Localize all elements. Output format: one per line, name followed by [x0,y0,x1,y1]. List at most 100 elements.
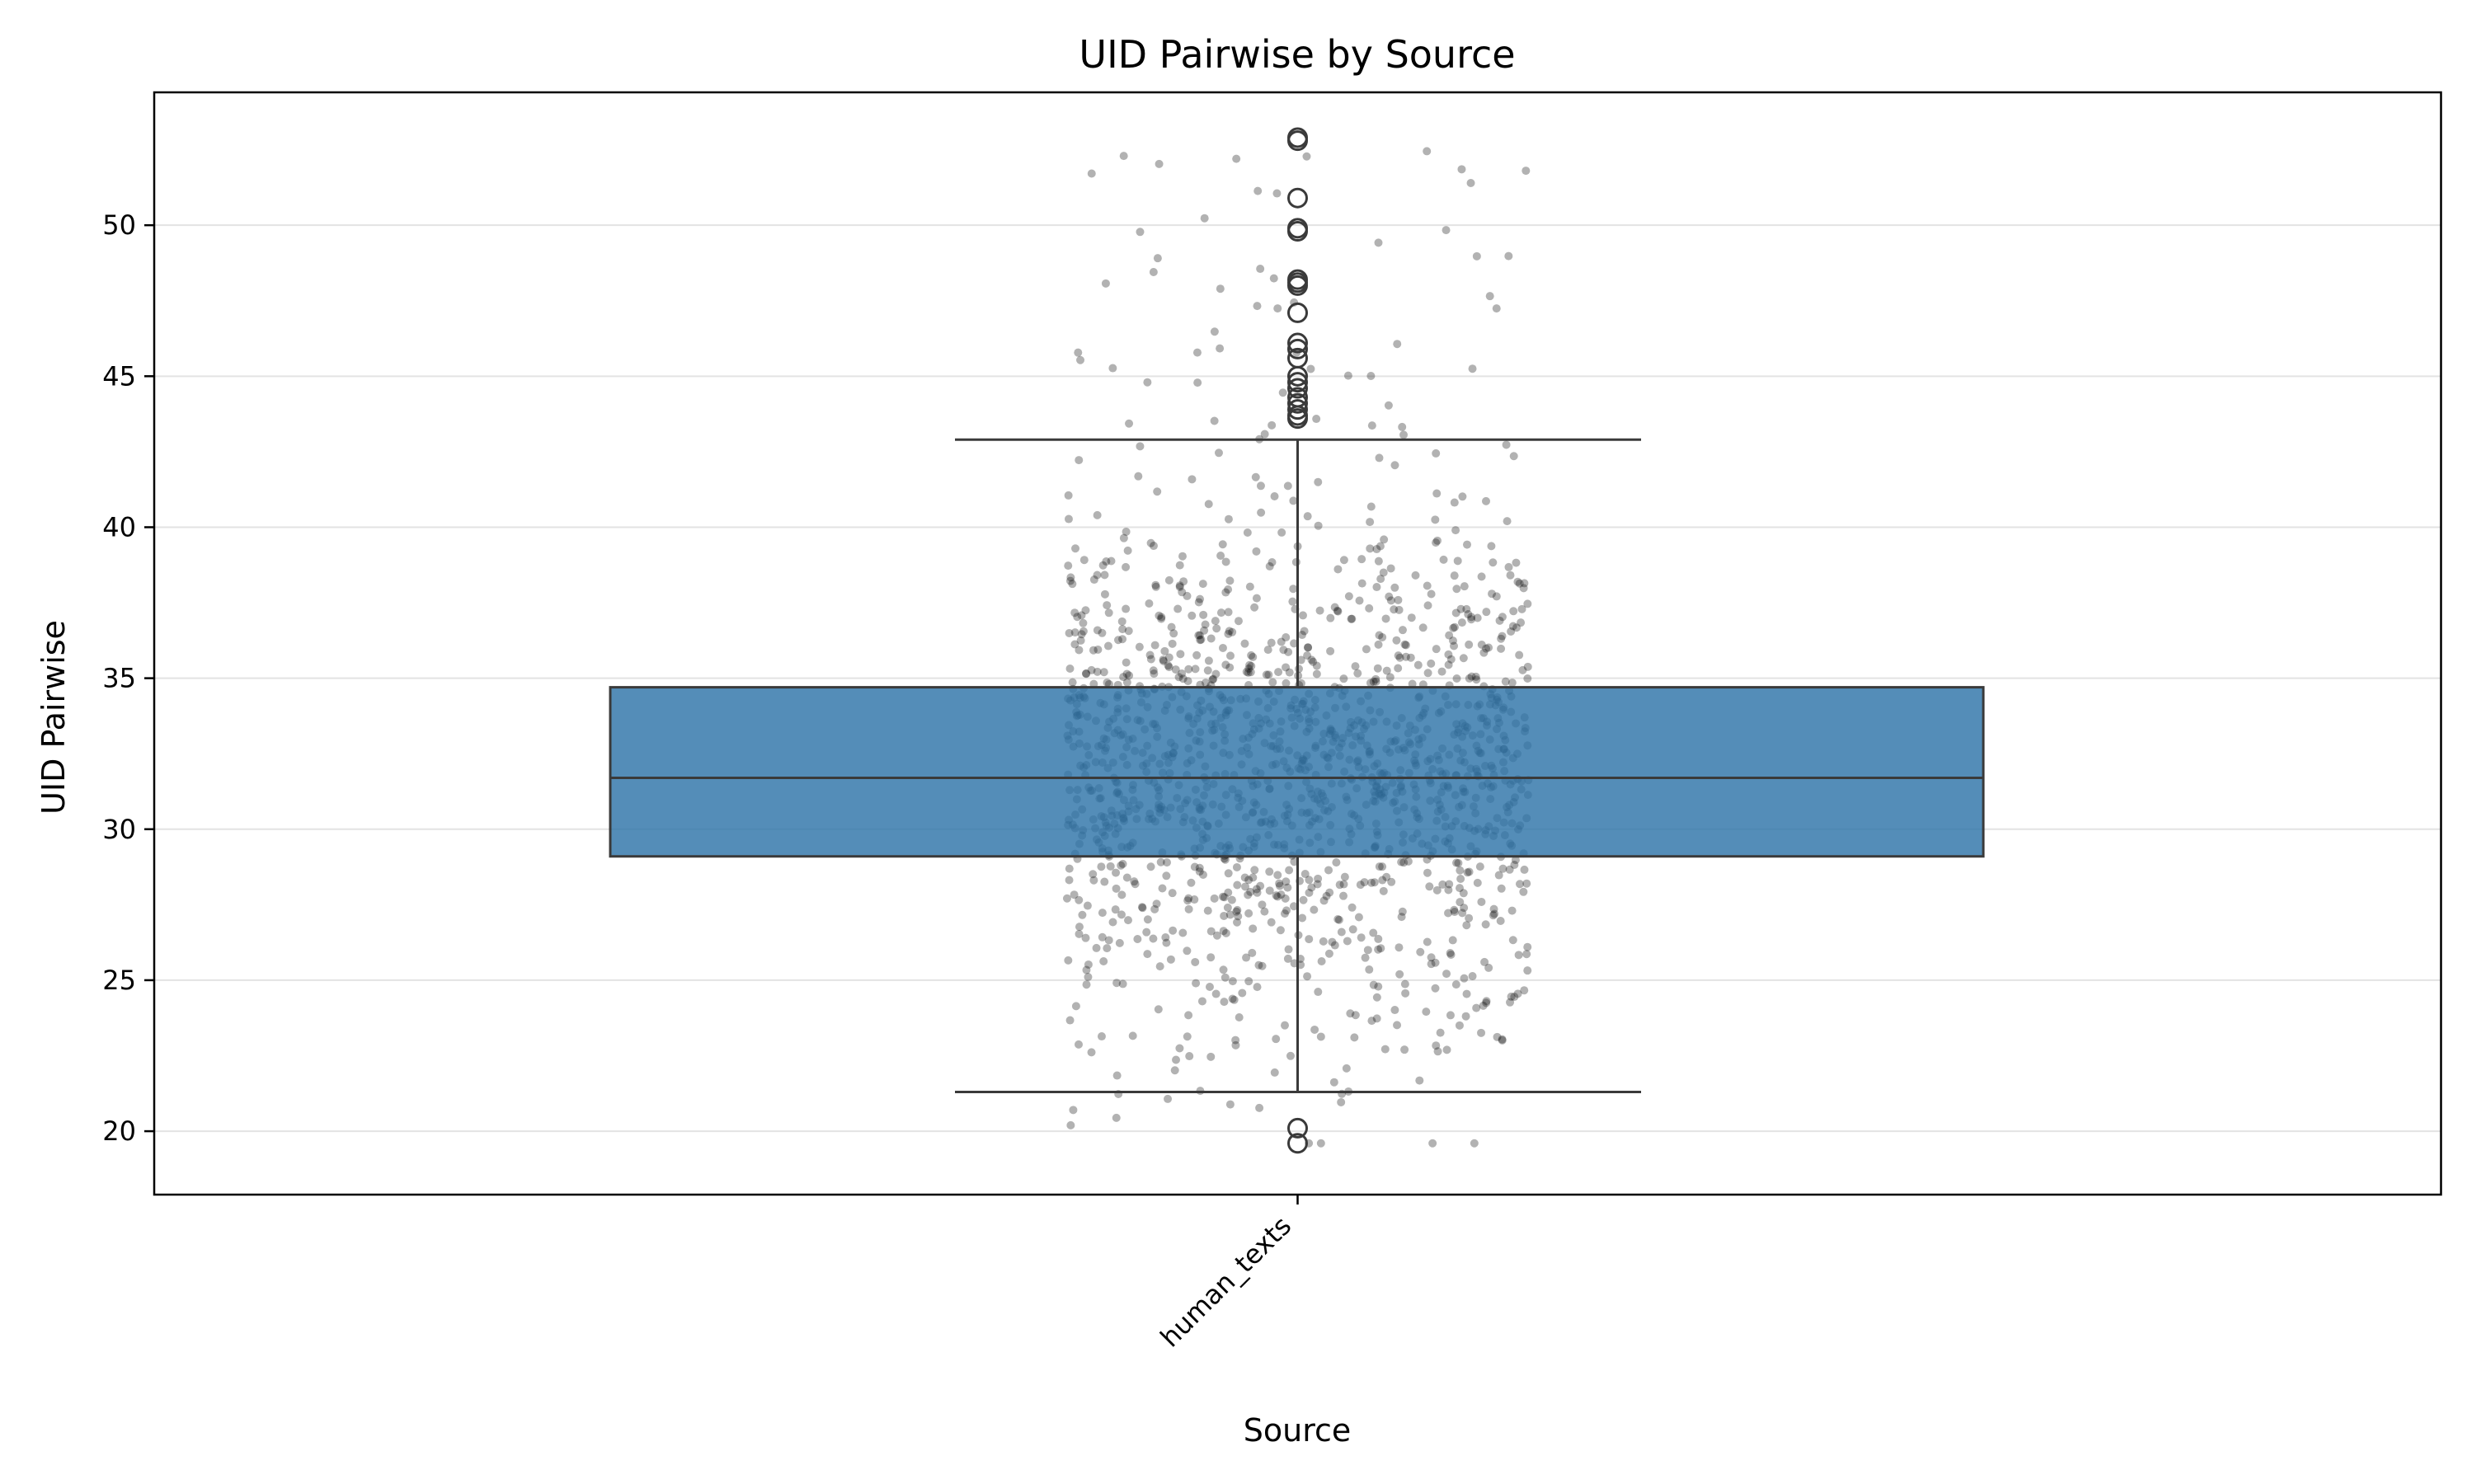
jitter-point [1333,915,1343,924]
jitter-point [1125,671,1134,680]
jitter-point [1102,557,1111,566]
jitter-point [1456,874,1465,883]
jitter-point [1274,668,1283,677]
jitter-point [1185,1052,1194,1061]
jitter-point [1225,576,1235,585]
jitter-point [1131,880,1140,889]
jitter-point [1343,371,1352,380]
jitter-point [1282,663,1291,672]
jitter-point [1418,623,1427,632]
jitter-point [1089,876,1098,885]
jitter-point [1164,663,1174,672]
jitter-point [1385,592,1394,601]
jitter-point [1232,907,1241,916]
jitter-point [1446,950,1456,959]
jitter-point [1119,152,1128,161]
jitter-point [1317,956,1326,965]
jitter-point [1361,953,1370,962]
jitter-point [1130,877,1139,886]
x-axis-label: Source [1244,1412,1352,1449]
jitter-point [1225,1100,1235,1109]
jitter-point [1289,496,1298,505]
outlier-point [1287,302,1308,323]
jitter-point [1319,937,1328,946]
jitter-point [1070,890,1079,899]
jitter-point [1515,650,1524,660]
jitter-point [1379,568,1388,577]
jitter-point [1265,886,1274,895]
jitter-point [1160,646,1169,655]
jitter-point [1268,420,1277,430]
jitter-point [1288,597,1297,606]
jitter-point [1075,895,1084,904]
jitter-point [1079,627,1088,636]
jitter-point [1075,646,1084,655]
jitter-point [1394,651,1403,660]
jitter-point [1309,657,1318,666]
jitter-point [1303,651,1312,660]
jitter-point [1339,674,1348,683]
jitter-point [1300,870,1310,879]
jitter-point [1468,364,1477,373]
jitter-point [1313,880,1322,889]
jitter-point [1224,514,1233,524]
jitter-point [1282,633,1291,642]
jitter-point [1076,355,1085,364]
jitter-point [1244,665,1253,674]
jitter-point [1399,858,1409,867]
jitter-point [1492,592,1501,601]
jitter-point [1507,992,1516,1001]
jitter-point [1400,979,1409,989]
jitter-point [1184,1011,1193,1020]
jitter-point [1397,857,1406,866]
jitter-point [1133,934,1142,943]
jitter-point [1143,915,1152,924]
jitter-point [1406,653,1415,662]
jitter-point [1153,254,1162,263]
jitter-point [1374,640,1383,649]
jitter-point [1146,655,1155,664]
jitter-point [1149,542,1158,551]
jitter-point [1290,857,1299,866]
jitter-point [1179,577,1188,586]
jitter-point [1350,1033,1359,1042]
jitter-point [1065,876,1074,885]
jitter-point [1225,663,1235,672]
jitter-point [1446,1011,1455,1020]
jitter-point [1124,627,1133,636]
jitter-point [1260,907,1269,916]
jitter-point [1477,897,1486,906]
jitter-point [1122,678,1131,687]
jitter-point [1246,668,1255,677]
jitter-point [1432,538,1441,547]
jitter-point [1216,284,1225,294]
jitter-point [1450,905,1459,914]
jitter-point [1075,929,1084,938]
jitter-point [1423,581,1432,590]
jitter-point [1400,1045,1409,1054]
jitter-point [1374,934,1383,943]
jitter-point [1365,965,1374,974]
jitter-point [1477,572,1486,581]
jitter-point [1103,678,1112,687]
jitter-point [1375,631,1384,640]
jitter-point [1451,980,1460,989]
jitter-point [1216,608,1225,618]
jitter-point [1458,909,1467,918]
jitter-point [1455,884,1464,893]
jitter-point [1520,579,1529,588]
jitter-point [1398,626,1407,635]
jitter-point [1238,989,1247,998]
jitter-point [1472,1003,1481,1012]
jitter-point [1184,665,1193,674]
jitter-point [1262,670,1271,679]
jitter-point [1372,583,1381,592]
jitter-point [1353,669,1362,678]
jitter-point [1451,608,1460,618]
jitter-point [1200,214,1209,223]
jitter-point [1460,974,1469,983]
jitter-point [1218,643,1227,652]
jitter-point [1369,677,1378,686]
jitter-point [1221,588,1230,597]
jitter-point [1104,608,1113,618]
